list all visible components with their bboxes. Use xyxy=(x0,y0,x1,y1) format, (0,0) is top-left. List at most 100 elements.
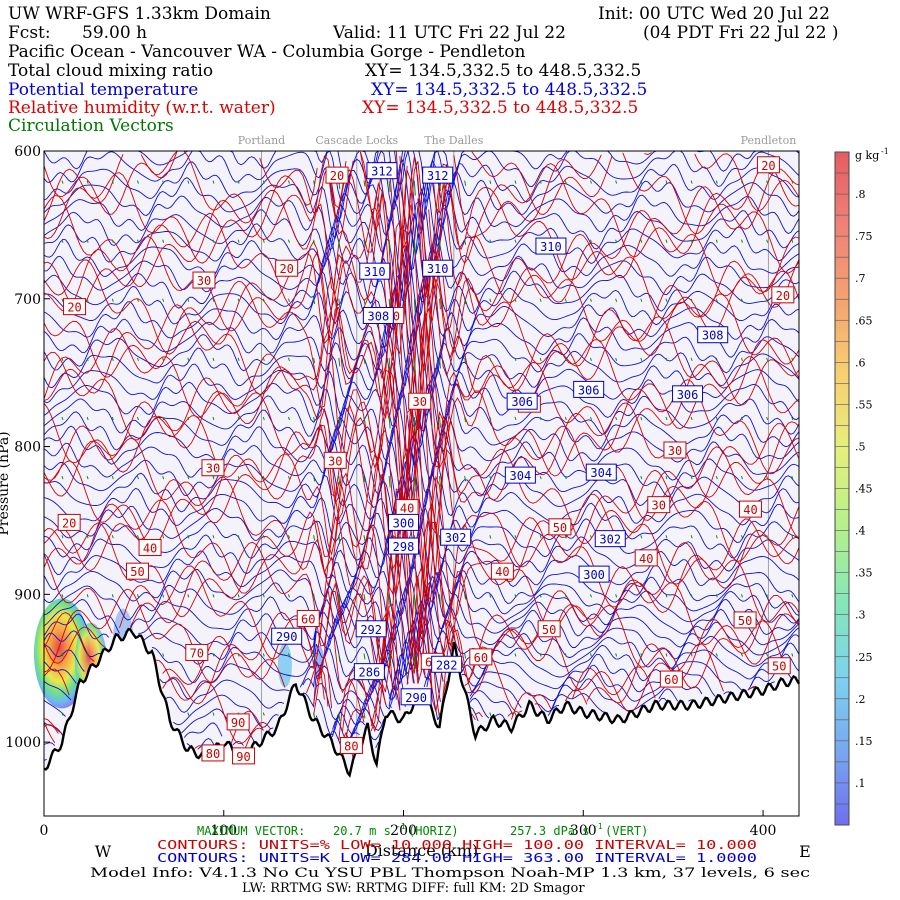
circulation-vector xyxy=(313,535,316,541)
circulation-vector xyxy=(313,239,316,245)
circulation-vector xyxy=(766,416,769,421)
circulation-vector xyxy=(363,416,366,423)
legend-rh-xy: XY= 134.5,332.5 to 448.5,332.5 xyxy=(362,98,638,118)
circulation-vector xyxy=(262,180,265,184)
theta-contour xyxy=(43,490,800,579)
circulation-vector xyxy=(288,357,290,362)
rh-contour-label: 40 xyxy=(143,542,157,556)
location-lines xyxy=(261,151,769,816)
circulation-vector xyxy=(489,180,492,184)
circulation-vector xyxy=(86,475,89,480)
max-vector-label: MAXIMUM VECTOR: xyxy=(197,824,305,838)
circulation-vector xyxy=(338,535,341,544)
circulation-vector xyxy=(464,416,467,423)
theta-contour xyxy=(43,258,800,339)
circulation-vector xyxy=(413,476,416,492)
fcst-label: Fcst: xyxy=(8,23,51,43)
circulation-vector xyxy=(388,357,391,370)
circulation-vector xyxy=(489,594,492,598)
colorbar-unit: g kg xyxy=(855,149,879,162)
circulation-vector xyxy=(690,180,693,184)
theta-contour-label: 310 xyxy=(427,262,449,276)
rh-contour-label-box xyxy=(537,620,561,638)
colorbar-tick-label: .75 xyxy=(855,230,873,243)
valid-time: Valid: 11 UTC Fri 22 Jul 22 xyxy=(332,23,566,43)
circulation-vector xyxy=(262,653,265,657)
colorbar-tick-label: .55 xyxy=(855,398,873,411)
circulation-vector xyxy=(313,594,316,600)
contour-labels: 2020202020202030303030303030304040404040… xyxy=(57,156,795,765)
circulation-vector xyxy=(539,180,542,184)
circulation-vector xyxy=(766,239,769,243)
circulation-vector xyxy=(766,180,769,184)
circulation-vector xyxy=(590,239,592,243)
theta-contour-label-box xyxy=(585,463,617,481)
circulation-vector xyxy=(338,298,341,308)
circulation-vector xyxy=(162,298,165,302)
circulation-vector xyxy=(489,357,492,362)
circulation-vector xyxy=(86,357,89,362)
circulation-vector xyxy=(338,239,341,249)
circulation-vector xyxy=(137,180,139,184)
colorbar-tick-label: .3 xyxy=(855,609,866,622)
circulation-vector xyxy=(237,416,240,421)
circulation-vector xyxy=(665,180,668,184)
circulation-vector xyxy=(288,475,290,480)
circulation-vector xyxy=(690,357,693,362)
circulation-vector xyxy=(539,594,542,598)
circulation-vector xyxy=(187,475,190,480)
theta-contour-label: 286 xyxy=(359,666,381,680)
theta-contour xyxy=(43,322,800,417)
theta-contour-label-box xyxy=(400,688,432,706)
rh-contour xyxy=(43,576,656,745)
theta-contour-label: 306 xyxy=(578,383,600,397)
colorbar-tick-label: .6 xyxy=(855,356,866,369)
circulation-vector xyxy=(564,535,567,539)
rh-contour-label-box xyxy=(125,562,149,580)
circulation-vector xyxy=(313,357,316,364)
circulation-vector xyxy=(766,475,769,480)
circulation-vector xyxy=(212,416,215,421)
circulation-vector xyxy=(464,239,467,245)
circulation-vector xyxy=(137,475,139,480)
theta-contour-label-box xyxy=(353,663,385,681)
colorbar: .1 .15 .2 .25 .3 .35 .4 .45 .5 .55 .6 .65 .7 .75 .8 g k… xyxy=(834,147,889,826)
y-tick-label: 1000 xyxy=(5,735,41,751)
circulation-vector xyxy=(61,298,64,302)
circulation-vector xyxy=(741,594,743,598)
circulation-vector xyxy=(111,357,114,362)
circulation-vector xyxy=(187,712,190,716)
theta-contour-label: 298 xyxy=(393,540,415,554)
circulation-vector xyxy=(363,239,366,246)
circulation-vector xyxy=(313,180,316,186)
circulation-vector xyxy=(413,239,416,255)
circulation-vector xyxy=(61,535,64,539)
circulation-vector xyxy=(665,239,668,243)
theta-contour xyxy=(43,212,800,317)
theta-contour-label: 300 xyxy=(583,568,605,582)
rh-contour xyxy=(43,229,800,434)
circulation-vector xyxy=(162,239,165,243)
circulation-vector xyxy=(86,535,89,539)
location-labels: Portland Cascade Locks The Dalles Pendleton xyxy=(238,134,797,147)
rh-contour xyxy=(43,313,800,546)
circulation-vector xyxy=(665,298,668,302)
circulation-vector xyxy=(564,653,567,657)
circulation-vector xyxy=(715,239,718,243)
theta-contour-label: 308 xyxy=(702,329,724,343)
circulation-vector xyxy=(363,712,366,719)
theta-contour-label: 312 xyxy=(371,165,393,179)
theta-contour-label-box xyxy=(535,237,567,255)
circulation-vector xyxy=(363,298,366,305)
vert-label: (VERT) xyxy=(605,824,648,838)
circulation-vector xyxy=(363,535,366,542)
circulation-vector xyxy=(514,180,517,184)
circulation-vector xyxy=(564,475,567,480)
circulation-vector xyxy=(514,416,517,421)
colorbar-tick-label: .45 xyxy=(855,483,873,496)
circulation-vector xyxy=(338,416,341,426)
circulation-vector xyxy=(111,239,114,243)
circulation-vector xyxy=(111,298,114,302)
theta-contour-label-box xyxy=(271,627,303,645)
rh-contour-label: 20 xyxy=(67,301,81,315)
